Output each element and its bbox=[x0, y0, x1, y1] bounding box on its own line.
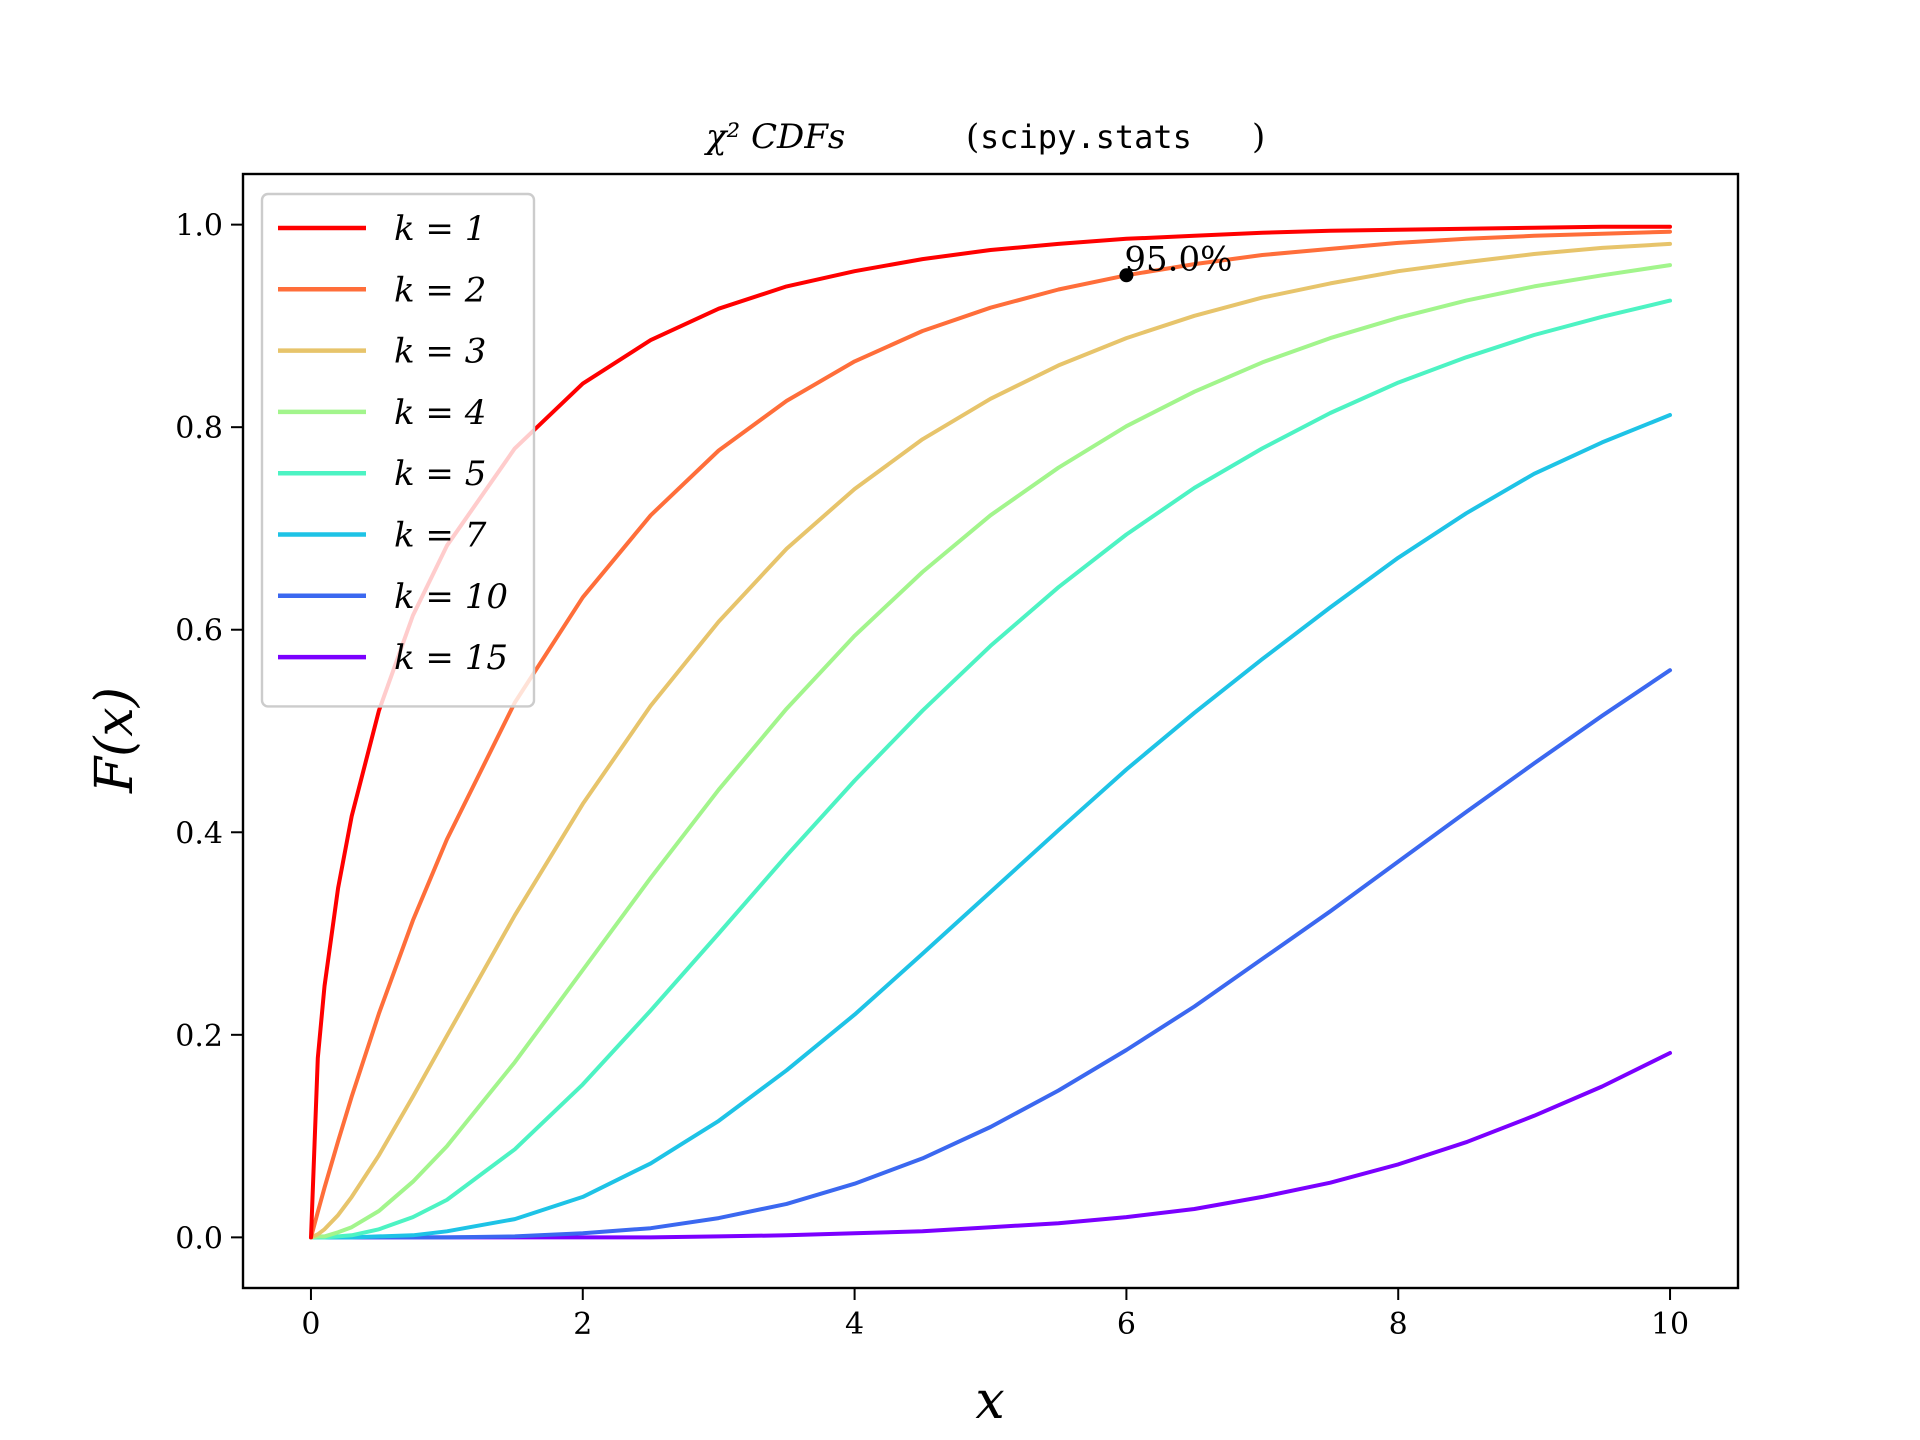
series-line-k7 bbox=[309, 413, 1672, 1240]
y-tick-label: 0.4 bbox=[175, 816, 223, 851]
chart-title-code: scipy.stats bbox=[980, 118, 1192, 156]
chart-title-math: χ² CDFs bbox=[704, 117, 845, 157]
y-tick-label: 1.0 bbox=[175, 209, 223, 244]
legend-label: k = 4 bbox=[394, 393, 486, 433]
series-layer bbox=[309, 224, 1672, 1240]
x-tick-label: 4 bbox=[845, 1307, 864, 1342]
legend-label: k = 10 bbox=[394, 577, 508, 617]
chart-title-paren-close: ) bbox=[1252, 117, 1265, 157]
y-axis-ticks: 0.0 0.2 0.4 0.6 0.8 1.0 bbox=[175, 209, 243, 1256]
legend-label: k = 2 bbox=[394, 270, 486, 310]
x-axis-ticks: 0 2 4 6 8 10 bbox=[301, 1288, 1689, 1342]
series-line-k2 bbox=[309, 229, 1672, 1240]
legend-label: k = 3 bbox=[394, 332, 486, 372]
x-tick-label: 10 bbox=[1651, 1307, 1689, 1342]
legend-label: k = 7 bbox=[394, 516, 487, 556]
x-tick-label: 6 bbox=[1117, 1307, 1136, 1342]
chart-title: χ² CDFs ( scipy.stats ) bbox=[704, 117, 1265, 157]
legend-label: k = 1 bbox=[394, 209, 486, 249]
y-tick-label: 0.8 bbox=[175, 411, 223, 446]
plot-frame bbox=[241, 172, 1740, 1290]
x-axis-label: x bbox=[975, 1371, 1004, 1431]
chart-title-paren-open: ( bbox=[966, 117, 979, 157]
annotation-marker bbox=[1119, 268, 1134, 283]
legend-label: k = 15 bbox=[394, 638, 508, 678]
legend-label: k = 5 bbox=[394, 454, 486, 494]
y-tick-label: 0.6 bbox=[175, 614, 223, 649]
x-tick-label: 0 bbox=[301, 1307, 320, 1342]
y-tick-label: 0.2 bbox=[175, 1019, 223, 1054]
y-tick-label: 0.0 bbox=[175, 1221, 223, 1256]
series-line-k1 bbox=[309, 224, 1672, 1240]
y-axis-label: F(x) bbox=[85, 687, 145, 794]
series-line-k4 bbox=[309, 263, 1672, 1240]
x-tick-label: 2 bbox=[573, 1307, 592, 1342]
legend-box bbox=[260, 192, 536, 708]
series-line-k15 bbox=[309, 1051, 1672, 1240]
series-line-k10 bbox=[309, 668, 1672, 1240]
annotation-layer: 95.0% bbox=[1119, 239, 1232, 283]
series-line-k3 bbox=[309, 241, 1672, 1240]
legend: k = 1 k = 2 k = 3 k = 4 k = 5 k = 7 k = 10 k = … bbox=[260, 192, 536, 708]
x-tick-label: 8 bbox=[1389, 1307, 1408, 1342]
annotation-label: 95.0% bbox=[1124, 239, 1232, 279]
series-line-k5 bbox=[309, 298, 1672, 1240]
